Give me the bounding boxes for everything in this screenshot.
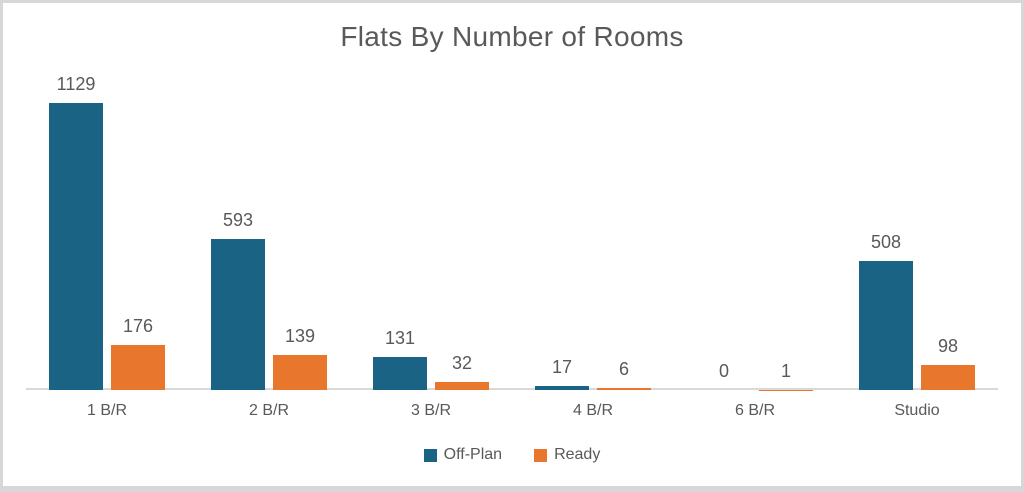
value-label: 176	[122, 316, 154, 337]
category-label-3-b-r: 3 B/R	[410, 402, 451, 419]
bar-col-off-plan: 593	[211, 210, 265, 390]
value-label: 98	[937, 336, 959, 357]
bar-ready	[111, 345, 165, 390]
bar-off-plan	[211, 239, 265, 390]
category-label-2-b-r: 2 B/R	[248, 402, 289, 419]
bar-off-plan	[859, 260, 913, 390]
bar-col-off-plan: 17	[535, 357, 589, 390]
bar-col-ready: 98	[921, 336, 975, 390]
value-label: 0	[718, 361, 729, 381]
chart-title: Flats By Number of Rooms	[340, 21, 684, 52]
bar-off-plan	[49, 103, 103, 390]
bar-ready	[921, 365, 975, 390]
bar-ready	[273, 354, 327, 390]
bar-col-off-plan: 508	[859, 232, 913, 390]
bar-col-ready: 6	[597, 359, 651, 390]
x-axis-line	[26, 388, 998, 390]
legend: Off-Plan Ready	[3, 446, 1021, 464]
bar-group-3-b-r: 131 32	[373, 58, 489, 390]
category-label-6-b-r: 6 B/R	[734, 402, 775, 419]
legend-item-ready: Ready	[534, 446, 600, 464]
bar-col-off-plan: 1129	[49, 74, 103, 390]
value-label: 131	[384, 327, 416, 348]
bar-off-plan	[535, 385, 589, 390]
value-label: 1129	[56, 74, 96, 94]
bar-col-off-plan: 131	[373, 328, 427, 390]
plot-area: 1129 176 593 139 131 32 17 6 0 1 508 98	[26, 58, 998, 390]
value-label: 139	[284, 325, 316, 346]
value-label: 17	[551, 356, 573, 377]
value-label: 32	[451, 352, 473, 373]
category-label-4-b-r: 4 B/R	[572, 402, 613, 419]
category-label-studio: Studio	[894, 402, 940, 419]
bar-off-plan	[373, 356, 427, 390]
bar-col-ready: 32	[435, 353, 489, 390]
legend-label: Off-Plan	[443, 446, 503, 463]
category-label-1-b-r: 1 B/R	[86, 402, 127, 419]
bar-group-4-b-r: 17 6	[535, 58, 651, 390]
legend-item-off-plan: Off-Plan	[423, 446, 503, 464]
bar-col-ready: 1	[759, 361, 813, 390]
legend-swatch-icon	[534, 448, 548, 462]
category-axis: 1 B/R 2 B/R 3 B/R 4 B/R 6 B/R Studio	[26, 402, 998, 420]
value-label: 508	[870, 231, 902, 252]
bar-group-studio: 508 98	[859, 58, 975, 390]
legend-label: Ready	[554, 446, 601, 463]
bar-group-2-b-r: 593 139	[211, 58, 327, 390]
bar-col-off-plan: 0	[697, 361, 751, 390]
bar-col-ready: 139	[273, 326, 327, 390]
value-label: 6	[618, 359, 629, 380]
value-label: 1	[780, 360, 791, 381]
bar-groups: 1129 176 593 139 131 32 17 6 0 1 508 98	[26, 58, 998, 390]
value-label: 593	[222, 210, 254, 231]
legend-swatch-icon	[423, 448, 437, 462]
bar-group-1-b-r: 1129 176	[49, 58, 165, 390]
bar-col-ready: 176	[111, 316, 165, 390]
bar-ready	[435, 381, 489, 390]
bar-ready	[597, 388, 651, 390]
